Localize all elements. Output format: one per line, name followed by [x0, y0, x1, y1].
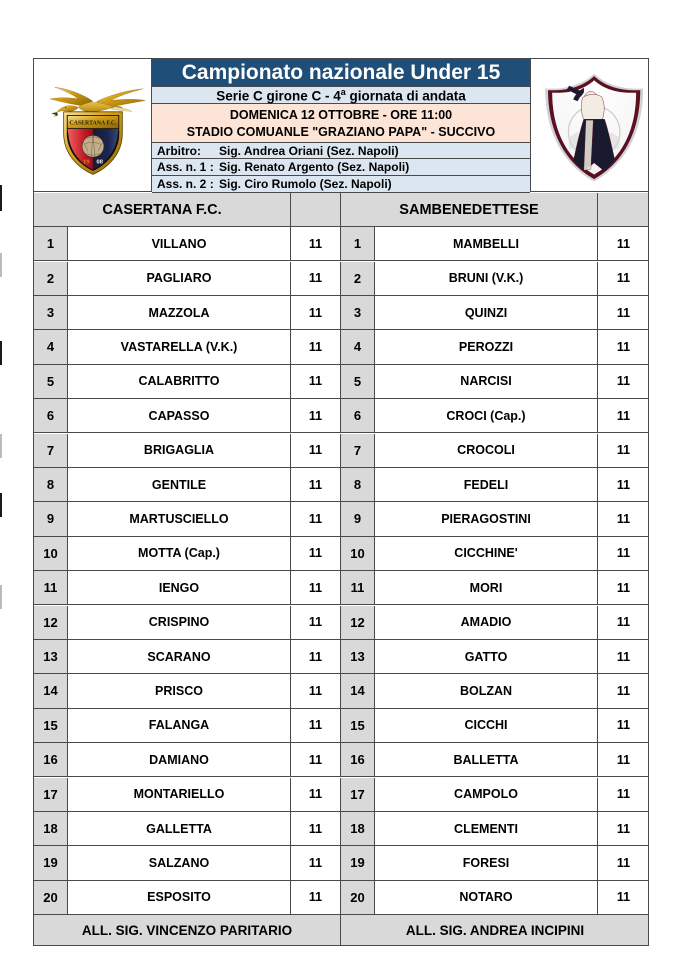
svg-text:19: 19: [83, 158, 90, 165]
svg-text:CASERTANA F.C.: CASERTANA F.C.: [69, 120, 117, 126]
svg-text:08: 08: [96, 158, 103, 165]
